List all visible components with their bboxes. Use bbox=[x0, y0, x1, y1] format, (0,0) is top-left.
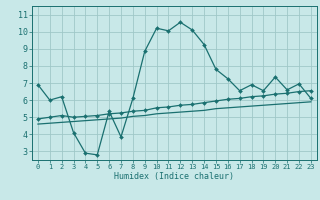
X-axis label: Humidex (Indice chaleur): Humidex (Indice chaleur) bbox=[115, 172, 234, 181]
